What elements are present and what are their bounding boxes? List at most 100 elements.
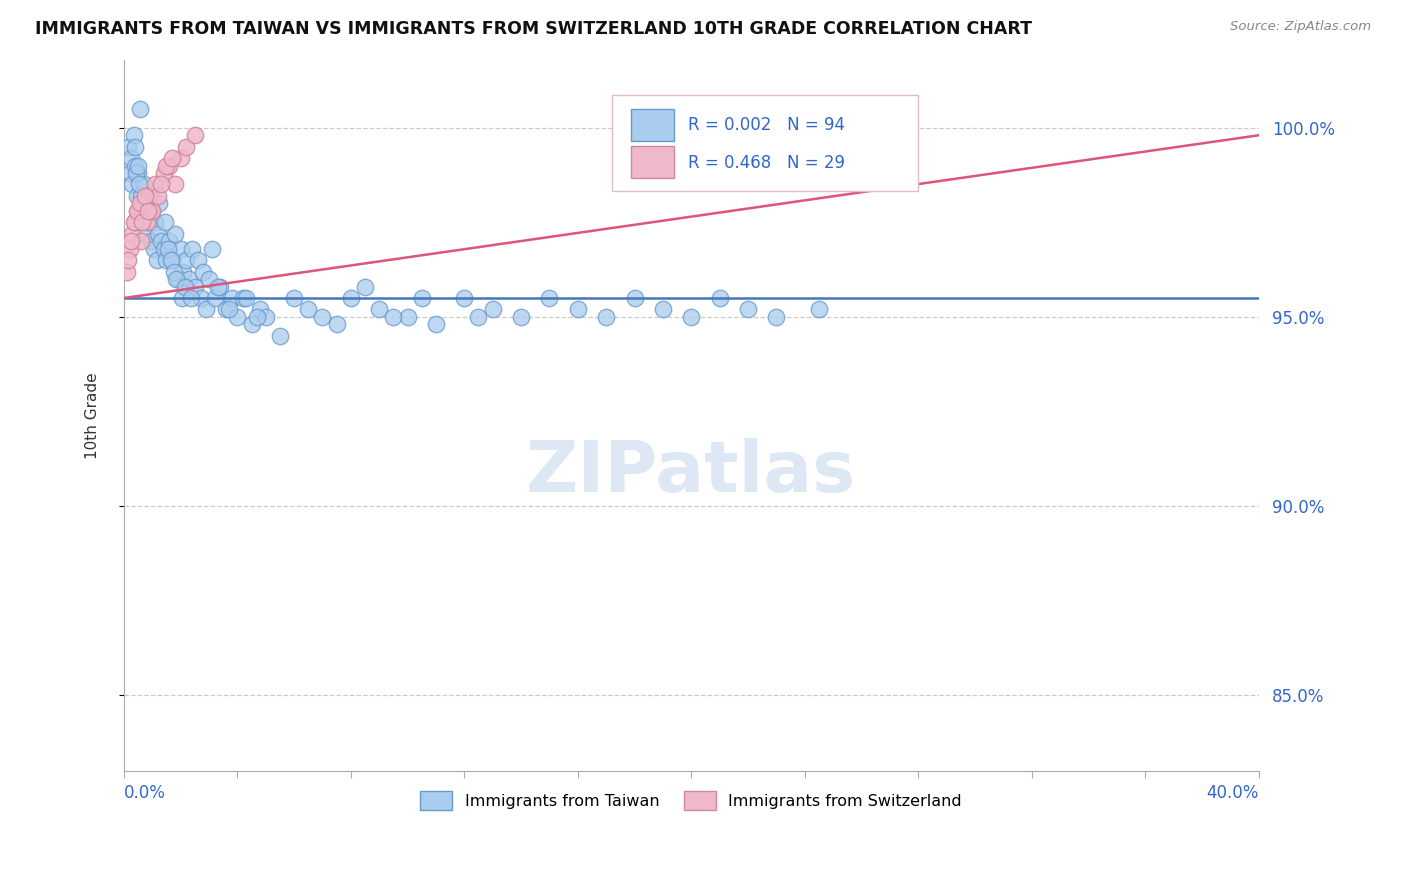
Point xyxy=(125,166,148,180)
Point xyxy=(169,242,191,256)
Point xyxy=(368,302,391,317)
Point xyxy=(159,253,181,268)
Point xyxy=(179,272,201,286)
Point xyxy=(411,291,433,305)
Point xyxy=(117,253,139,268)
Point xyxy=(396,310,419,324)
Point xyxy=(120,234,142,248)
Point xyxy=(146,189,169,203)
Point xyxy=(157,159,180,173)
Point xyxy=(510,310,533,324)
Point xyxy=(127,204,149,219)
Point xyxy=(232,291,254,305)
Point xyxy=(198,272,221,286)
Point xyxy=(681,310,703,324)
Point xyxy=(153,215,176,229)
Point xyxy=(169,151,191,165)
Point xyxy=(176,253,198,268)
Point xyxy=(207,279,229,293)
Point xyxy=(128,215,150,229)
Point xyxy=(143,215,166,229)
Point xyxy=(538,291,561,305)
Point xyxy=(141,204,163,219)
Point xyxy=(190,291,212,305)
Point xyxy=(325,318,347,332)
Point xyxy=(269,329,291,343)
Point xyxy=(221,291,243,305)
Text: Source: ZipAtlas.com: Source: ZipAtlas.com xyxy=(1230,20,1371,33)
Point xyxy=(157,234,180,248)
Point xyxy=(170,291,193,305)
Text: R = 0.468   N = 29: R = 0.468 N = 29 xyxy=(688,153,845,172)
Point xyxy=(155,253,177,268)
Point xyxy=(131,215,153,229)
Point xyxy=(118,166,141,180)
Text: R = 0.002   N = 94: R = 0.002 N = 94 xyxy=(688,117,845,135)
Point xyxy=(145,253,167,268)
Point xyxy=(187,253,209,268)
Point xyxy=(425,318,447,332)
Point xyxy=(254,310,277,324)
Point xyxy=(155,159,177,173)
Point xyxy=(737,302,759,317)
Point xyxy=(218,302,240,317)
Point xyxy=(160,253,183,268)
Point xyxy=(165,272,187,286)
Point xyxy=(595,310,617,324)
Text: 0.0%: 0.0% xyxy=(124,784,166,802)
Point xyxy=(297,302,319,317)
Point xyxy=(283,291,305,305)
Point xyxy=(235,291,257,305)
Point xyxy=(172,264,194,278)
Point xyxy=(184,128,207,143)
Point xyxy=(156,242,179,256)
Point xyxy=(246,310,269,324)
Point xyxy=(623,291,645,305)
Point xyxy=(567,302,589,317)
Point xyxy=(132,196,155,211)
Point xyxy=(128,102,150,116)
Point xyxy=(118,242,141,256)
Point xyxy=(121,227,143,241)
Point xyxy=(117,139,139,153)
Point xyxy=(209,279,232,293)
Point xyxy=(143,178,166,192)
Point xyxy=(340,291,363,305)
Point xyxy=(136,204,159,219)
Point xyxy=(124,159,146,173)
Point xyxy=(382,310,405,324)
Point xyxy=(129,189,152,203)
Point xyxy=(481,302,503,317)
Point xyxy=(181,242,204,256)
Point xyxy=(122,215,145,229)
Point xyxy=(215,302,238,317)
Point xyxy=(184,279,207,293)
Point xyxy=(162,264,184,278)
Point xyxy=(141,204,163,219)
Point xyxy=(120,151,142,165)
Point xyxy=(139,234,162,248)
Point xyxy=(127,166,149,180)
Point xyxy=(146,227,169,241)
Point xyxy=(765,310,787,324)
Point xyxy=(138,189,160,203)
Point xyxy=(204,291,226,305)
Point xyxy=(127,159,149,173)
Point xyxy=(709,291,731,305)
Point xyxy=(354,279,377,293)
Text: 40.0%: 40.0% xyxy=(1206,784,1258,802)
Point xyxy=(142,242,165,256)
Point xyxy=(128,196,150,211)
Point xyxy=(149,234,172,248)
Point xyxy=(125,189,148,203)
Point xyxy=(166,272,188,286)
Point xyxy=(128,178,150,192)
Point xyxy=(453,291,475,305)
Point xyxy=(174,279,197,293)
Point xyxy=(311,310,333,324)
Point xyxy=(121,178,143,192)
Point xyxy=(467,310,489,324)
Point xyxy=(129,234,152,248)
Point xyxy=(807,302,830,317)
Text: IMMIGRANTS FROM TAIWAN VS IMMIGRANTS FROM SWITZERLAND 10TH GRADE CORRELATION CHA: IMMIGRANTS FROM TAIWAN VS IMMIGRANTS FRO… xyxy=(35,20,1032,37)
